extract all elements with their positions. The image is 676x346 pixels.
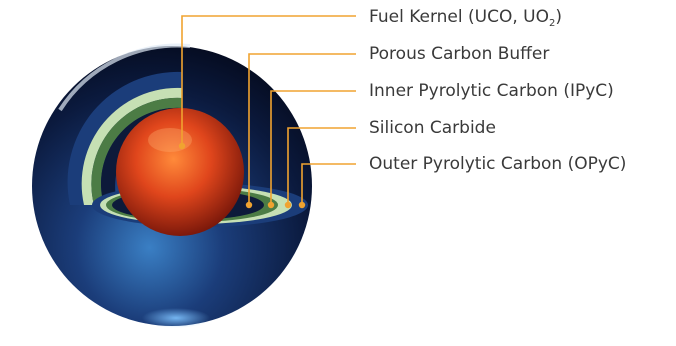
leader-line-buffer bbox=[248, 53, 356, 205]
leader-dot-buffer bbox=[245, 201, 253, 209]
label-inner-pyrolytic-carbon: Inner Pyrolytic Carbon (IPyC) bbox=[369, 81, 614, 101]
leader-line-opyc bbox=[301, 163, 356, 205]
leader-dots bbox=[178, 142, 306, 209]
leader-lines bbox=[181, 15, 356, 205]
label-silicon-carbide: Silicon Carbide bbox=[369, 118, 496, 138]
leader-dot-sic bbox=[284, 201, 292, 209]
label-outer-pyrolytic-carbon: Outer Pyrolytic Carbon (OPyC) bbox=[369, 154, 627, 174]
leader-dot-opyc bbox=[298, 201, 306, 209]
leader-dot-fuel-kernel bbox=[178, 142, 186, 150]
label-fuel-kernel-text: Fuel Kernel (UCO, UO bbox=[369, 7, 549, 27]
leader-line-ipyc bbox=[270, 90, 356, 205]
label-fuel-kernel: Fuel Kernel (UCO, UO2) bbox=[369, 7, 562, 34]
label-fuel-kernel-subscript: 2 bbox=[548, 18, 556, 29]
leader-dot-ipyc bbox=[267, 201, 275, 209]
leader-line-sic bbox=[287, 127, 356, 205]
opyc-layer-band bbox=[67, 71, 182, 205]
label-porous-carbon-buffer: Porous Carbon Buffer bbox=[369, 44, 550, 64]
label-fuel-kernel-suffix: ) bbox=[555, 7, 562, 27]
sic-layer-band bbox=[81, 87, 182, 205]
ipyc-layer-band bbox=[91, 97, 182, 205]
fuel-kernel-sphere bbox=[116, 108, 244, 236]
leader-line-fuel-kernel bbox=[181, 15, 356, 146]
